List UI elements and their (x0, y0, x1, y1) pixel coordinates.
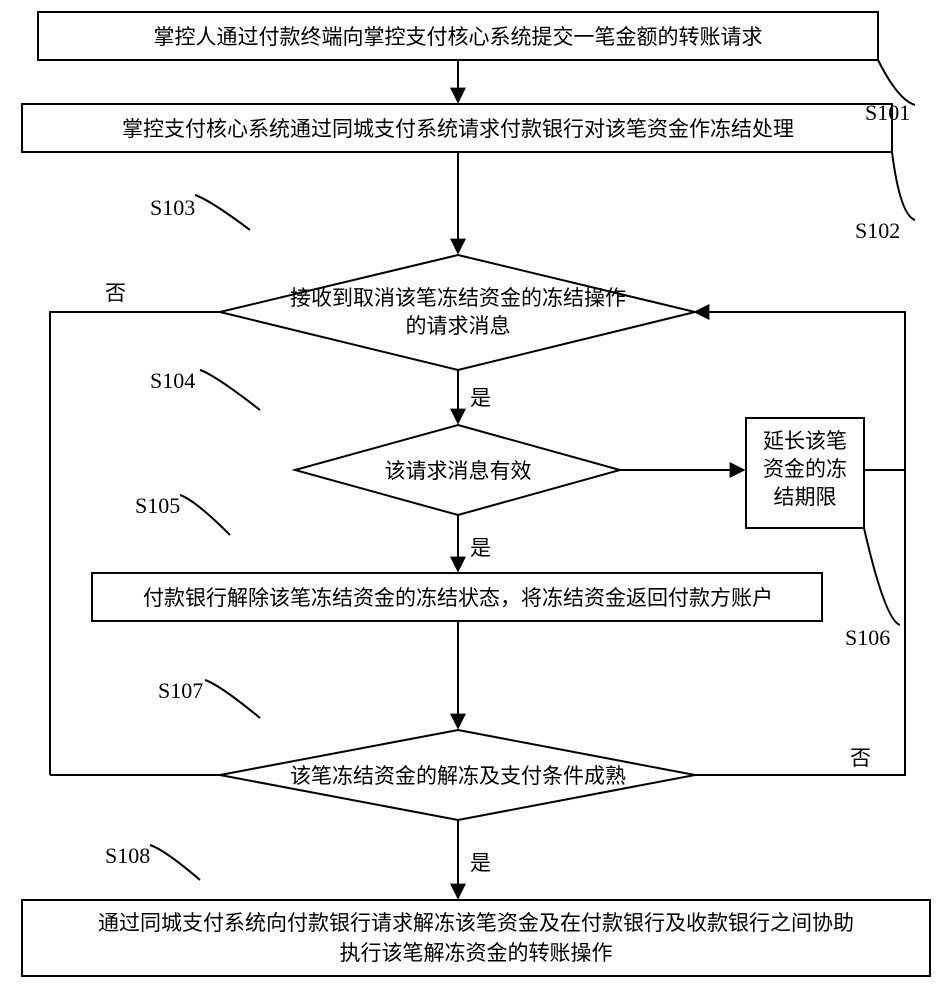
node-s108-line1: 通过同城支付系统向付款银行请求解冻该笔资金及在付款银行及收款银行之间协助 (98, 911, 854, 935)
edge-s103-s104-label: 是 (470, 386, 491, 410)
node-s108-line2: 执行该笔解冻资金的转账操作 (340, 941, 613, 965)
label-s107: S107 (158, 678, 203, 703)
callout-s101 (878, 60, 915, 105)
edge-s103-no-label: 否 (105, 281, 126, 305)
edge-s107-s108-label: 是 (470, 851, 491, 875)
node-s105-text: 付款银行解除该笔冻结资金的冻结状态，将冻结资金返回付款方账户 (143, 586, 773, 610)
node-s107-text: 该笔冻结资金的解冻及支付条件成熟 (290, 764, 626, 788)
label-s102: S102 (855, 218, 900, 243)
callout-s104 (200, 370, 260, 410)
flowchart-canvas: 掌控人通过付款终端向掌控支付核心系统提交一笔金额的转账请求 S101 掌控支付核… (0, 0, 948, 1000)
node-s106-line2: 资金的冻 (763, 457, 847, 481)
callout-s106 (864, 528, 900, 625)
label-s105: S105 (135, 493, 180, 518)
edge-s104-s105-label: 是 (470, 536, 491, 560)
callout-s103 (195, 195, 250, 230)
label-s104: S104 (150, 368, 195, 393)
label-s103: S103 (150, 195, 195, 220)
node-s106-line3: 结期限 (774, 485, 837, 509)
callout-s102 (892, 152, 915, 220)
node-s106-line1: 延长该笔 (763, 429, 847, 453)
node-s103-line1: 接收到取消该笔冻结资金的冻结操作 (290, 286, 626, 310)
node-s101-text: 掌控人通过付款终端向掌控支付核心系统提交一笔金额的转账请求 (154, 25, 763, 49)
node-s103-line2: 的请求消息 (406, 314, 511, 338)
node-s102-text: 掌控支付核心系统通过同城支付系统请求付款银行对该笔资金作冻结处理 (122, 117, 794, 141)
edge-s107-no-label: 否 (850, 746, 871, 770)
label-s106: S106 (845, 625, 890, 650)
node-s104-text: 该请求消息有效 (385, 459, 532, 483)
edge-s107-no-right (695, 470, 905, 775)
node-s103 (220, 255, 695, 370)
callout-s108 (150, 845, 200, 880)
label-s108: S108 (105, 843, 150, 868)
callout-s105 (180, 495, 230, 535)
callout-s107 (205, 680, 260, 718)
